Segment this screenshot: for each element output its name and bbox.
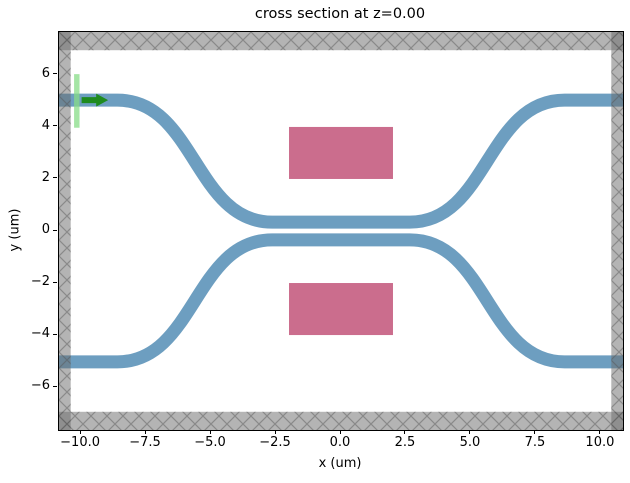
pml-right-hatch xyxy=(611,32,623,430)
x-tick-label: 5.0 xyxy=(459,435,481,450)
mode-source-plane xyxy=(74,74,80,128)
pml-left-hatch xyxy=(59,32,71,430)
x-tick xyxy=(404,430,406,434)
y-tick-label: 2 xyxy=(41,169,50,185)
y-tick xyxy=(53,177,57,179)
pml-top-hatch xyxy=(59,32,623,51)
x-tick-label: −5.0 xyxy=(194,435,226,450)
y-tick xyxy=(53,229,57,231)
y-tick xyxy=(53,281,57,283)
pml-bottom-hatch xyxy=(59,411,623,430)
y-tick-label: 4 xyxy=(41,117,50,133)
plot-title: cross section at z=0.00 xyxy=(254,6,426,22)
y-tick-label: 0 xyxy=(41,222,50,237)
waveguide-bottom xyxy=(59,233,623,369)
x-tick xyxy=(79,430,81,434)
slab-bottom xyxy=(289,283,393,336)
y-tick-label: −4 xyxy=(30,326,50,342)
x-tick xyxy=(209,430,211,434)
y-tick xyxy=(53,125,57,127)
x-tick-label: 7.5 xyxy=(524,435,546,450)
x-tick xyxy=(339,430,341,434)
x-tick-label: 10.0 xyxy=(585,435,615,450)
x-tick xyxy=(144,430,146,434)
x-tick-label: −2.5 xyxy=(259,435,291,450)
y-tick xyxy=(53,333,57,335)
x-tick-label: 0.0 xyxy=(329,435,351,450)
x-tick-label: 2.5 xyxy=(394,435,416,450)
x-tick-label: −10.0 xyxy=(60,435,100,450)
y-tick-label: −6 xyxy=(30,378,50,394)
y-tick-label: −2 xyxy=(30,274,50,290)
slab-top xyxy=(289,126,393,179)
x-tick xyxy=(534,430,536,434)
waveguide-top xyxy=(59,93,623,229)
x-tick xyxy=(469,430,471,434)
x-tick xyxy=(274,430,276,434)
mode-source-arrow-icon xyxy=(81,93,109,107)
plot-area xyxy=(58,31,624,431)
y-tick xyxy=(53,385,57,387)
y-tick-label: 6 xyxy=(41,65,50,81)
x-tick xyxy=(599,430,601,434)
cross-section-canvas xyxy=(59,32,623,430)
x-axis-label: x (um) xyxy=(318,456,362,471)
x-tick-label: −7.5 xyxy=(129,435,161,450)
y-tick xyxy=(53,73,57,75)
